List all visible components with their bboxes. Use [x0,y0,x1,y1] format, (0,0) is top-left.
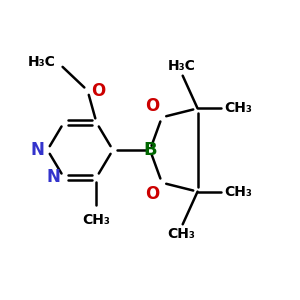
Text: O: O [91,82,105,100]
Text: B: B [143,141,157,159]
Text: CH₃: CH₃ [82,213,110,227]
Text: H₃C: H₃C [167,59,195,73]
Text: O: O [145,185,159,203]
Text: N: N [46,168,60,186]
Text: CH₃: CH₃ [224,184,252,199]
Text: O: O [145,97,159,115]
Text: N: N [30,141,44,159]
Text: CH₃: CH₃ [224,101,252,116]
Text: H₃C: H₃C [28,55,56,69]
Text: CH₃: CH₃ [167,227,195,241]
